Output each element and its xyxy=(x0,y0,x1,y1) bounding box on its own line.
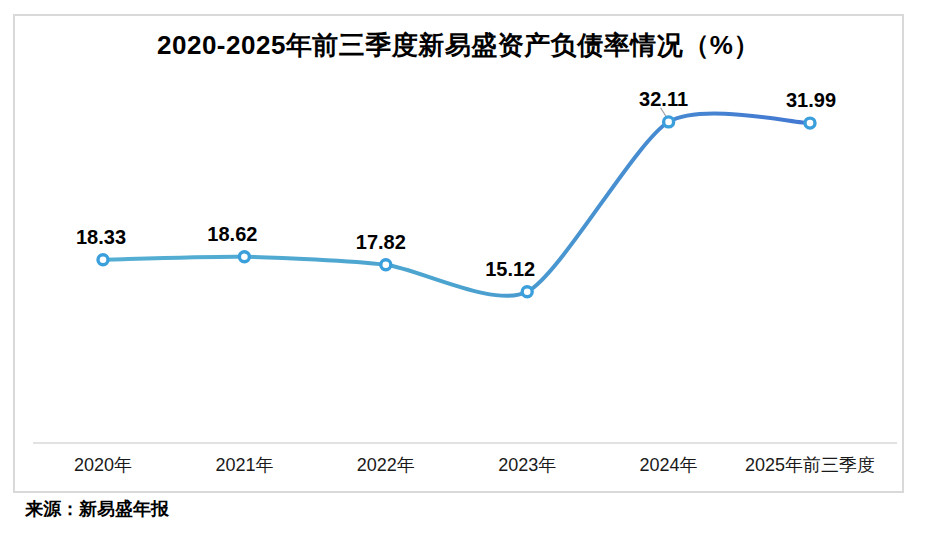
x-axis-tick-label: 2024年 xyxy=(640,455,698,475)
data-point-marker xyxy=(98,255,108,265)
data-label: 18.33 xyxy=(76,226,126,248)
x-axis-tick-label: 2025年前三季度 xyxy=(745,455,875,475)
data-point-marker xyxy=(805,118,815,128)
data-point-marker xyxy=(664,117,674,127)
data-point-marker xyxy=(381,260,391,270)
x-axis-tick-label: 2021年 xyxy=(215,455,273,475)
data-label: 15.12 xyxy=(485,258,535,280)
line-chart-plot: 18.33 18.62 17.82 15.12 32.11 31.99 2020年 2021年… xyxy=(15,16,902,491)
chart-frame: 2020-2025年前三季度新易盛资产负债率情况（%） 18.3318.6217… xyxy=(13,14,904,493)
x-axis-tick-label: 2022年 xyxy=(357,455,415,475)
x-axis-tick-label: 2020年 xyxy=(74,455,132,475)
data-label: 32.11 xyxy=(639,88,688,110)
data-label: 31.99 xyxy=(786,89,836,111)
data-point-marker xyxy=(239,252,249,262)
series-line xyxy=(103,113,810,295)
data-label: 18.62 xyxy=(207,223,257,245)
source-note: 来源：新易盛年报 xyxy=(25,497,169,521)
chart-container: 2020-2025年前三季度新易盛资产负债率情况（%） 18.3318.6217… xyxy=(0,0,930,534)
data-point-marker xyxy=(522,287,532,297)
data-label: 17.82 xyxy=(356,231,406,253)
x-axis-tick-label: 2023年 xyxy=(498,455,556,475)
